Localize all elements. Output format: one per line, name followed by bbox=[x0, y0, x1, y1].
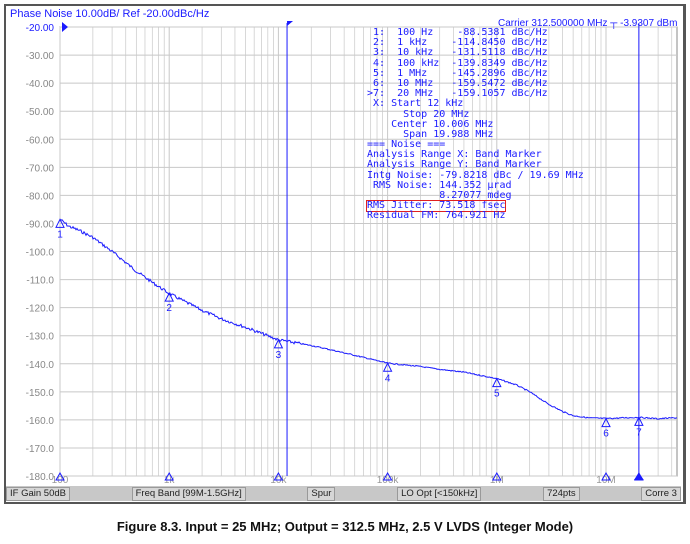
marker-table-line: >7: 20 MHz -159.1057 dBc/Hz bbox=[367, 88, 548, 100]
marker-axis-icon bbox=[382, 471, 393, 481]
marker-table-line: Span 19.988 MHz bbox=[367, 128, 494, 140]
marker-table-line: Analysis Range X: Band Marker bbox=[367, 149, 542, 161]
marker-3-label: 3 bbox=[276, 350, 282, 361]
marker-table-line: Intg Noise: -79.8218 dBc / 19.69 MHz bbox=[367, 169, 584, 181]
y-tick-label: -90.00 bbox=[26, 219, 55, 230]
marker-5-label: 5 bbox=[494, 389, 500, 400]
marker-table-line: 1: 100 Hz -88.5381 dBc/Hz bbox=[367, 27, 548, 38]
marker-7-icon bbox=[634, 416, 644, 426]
y-tick-label: -160.0 bbox=[26, 416, 55, 427]
y-tick-label: -100.0 bbox=[26, 248, 55, 259]
y-tick-label: -120.0 bbox=[26, 304, 55, 315]
marker-table-line: Analysis Range Y: Band Marker bbox=[367, 159, 542, 171]
status-item[interactable]: Corre 3 bbox=[641, 486, 681, 501]
marker-axis-icon bbox=[491, 471, 502, 481]
marker-table: 1: 100 Hz -88.5381 dBc/Hz 2: 1 kHz -114.… bbox=[365, 27, 584, 222]
marker-5-icon bbox=[491, 377, 502, 388]
figure-caption: Figure 8.3. Input = 25 MHz; Output = 312… bbox=[116, 519, 574, 534]
trace-header: Phase Noise 10.00dB/ Ref -20.00dBc/Hz bbox=[10, 8, 210, 20]
marker-6-icon bbox=[601, 417, 611, 428]
y-tick-label: -80.00 bbox=[26, 191, 55, 202]
y-tick-label: -30.00 bbox=[26, 51, 55, 62]
status-bar: IF Gain 50dB Freq Band [99M-1.5GHz] Spur LO… bbox=[6, 486, 681, 501]
y-tick-label: -180.0 bbox=[26, 472, 55, 483]
marker-1-label: 1 bbox=[57, 229, 63, 240]
y-tick-label: -20.00 bbox=[26, 23, 55, 34]
marker-axis-icon bbox=[634, 471, 644, 481]
marker-table-line: === Noise === bbox=[367, 139, 446, 151]
phase-noise-trace bbox=[59, 218, 678, 420]
residual-fm-readout: Residual FM: 764.921 Hz bbox=[367, 210, 506, 222]
marker-table-line: 5: 1 MHz -145.2896 dBc/Hz bbox=[367, 67, 548, 79]
marker-axis-icon bbox=[164, 471, 175, 481]
band-start-flag-icon bbox=[287, 21, 294, 26]
marker-table-line: X: Start 12 kHz bbox=[367, 98, 464, 110]
y-tick-label: -130.0 bbox=[26, 332, 55, 343]
y-tick-label: -140.0 bbox=[26, 360, 55, 371]
status-item[interactable]: LO Opt [<150kHz] bbox=[397, 486, 482, 501]
marker-2-label: 2 bbox=[166, 303, 172, 314]
status-item[interactable]: 724pts bbox=[543, 486, 580, 501]
carrier-readout: Carrier 312.500000 MHz ┬ -3.9307 dBm bbox=[498, 18, 678, 29]
marker-axis-icon bbox=[273, 471, 284, 481]
status-item[interactable]: IF Gain 50dB bbox=[6, 486, 70, 501]
status-item[interactable]: Spur bbox=[307, 486, 336, 501]
marker-4-icon bbox=[382, 362, 393, 372]
marker-table-line: 4: 100 kHz -139.8349 dBc/Hz bbox=[367, 57, 548, 69]
marker-table-line: 2: 1 kHz -114.8450 dBc/Hz bbox=[367, 37, 548, 49]
marker-table-line: Stop 20 MHz bbox=[367, 108, 470, 120]
marker-axis-icon bbox=[601, 471, 611, 481]
y-tick-label: -170.0 bbox=[26, 444, 55, 455]
marker-axis-icon bbox=[55, 471, 65, 481]
marker-1-icon bbox=[55, 218, 65, 228]
marker-table-line: 8.27077 mdeg bbox=[367, 190, 512, 201]
marker-6-label: 6 bbox=[603, 429, 609, 440]
y-tick-label: -110.0 bbox=[26, 276, 54, 287]
y-tick-label: -70.00 bbox=[26, 163, 55, 174]
rms-jitter-readout: RMS Jitter: 73.518 fsec bbox=[365, 200, 507, 213]
marker-4-label: 4 bbox=[385, 373, 391, 384]
marker-table-line: Center 10.006 MHz bbox=[367, 118, 494, 130]
marker-table-line: 6: 10 MHz -159.5472 dBc/Hz bbox=[367, 77, 548, 89]
ref-level-marker-icon bbox=[62, 22, 68, 32]
marker-table-line: RMS Noise: 144.352 µrad bbox=[367, 179, 512, 191]
y-tick-label: -40.00 bbox=[26, 79, 55, 90]
marker-2-icon bbox=[164, 292, 175, 302]
y-tick-label: -60.00 bbox=[26, 135, 55, 146]
marker-table-line: 3: 10 kHz -131.5118 dBc/Hz bbox=[367, 47, 548, 59]
marker-7-label: 7 bbox=[636, 427, 642, 438]
y-tick-label: -150.0 bbox=[26, 388, 55, 399]
marker-3-icon bbox=[273, 338, 284, 349]
y-tick-label: -50.00 bbox=[26, 107, 55, 118]
status-item[interactable]: Freq Band [99M-1.5GHz] bbox=[131, 486, 246, 501]
